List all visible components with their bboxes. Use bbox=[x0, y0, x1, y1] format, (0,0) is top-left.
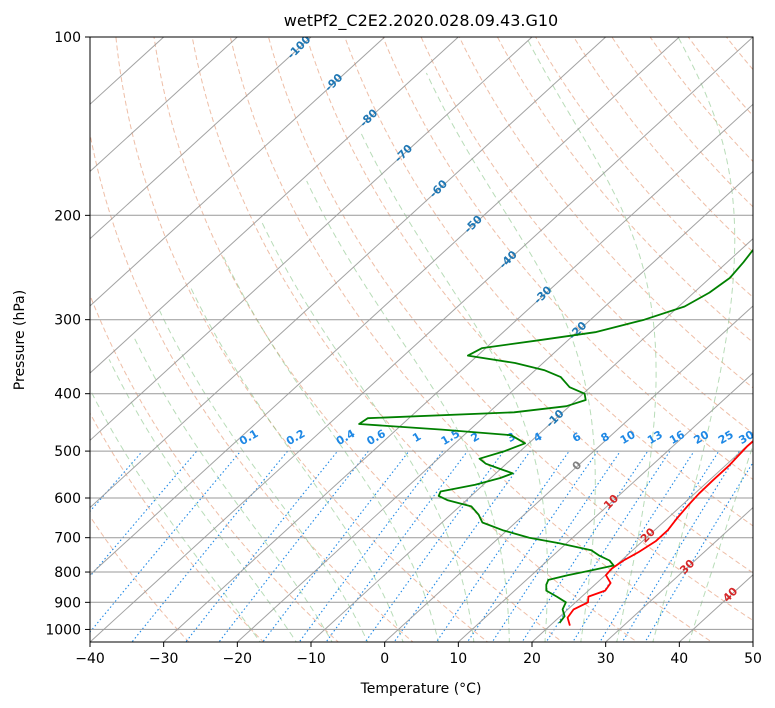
dry-adiabat-line bbox=[90, 293, 339, 642]
y-tick-label: 200 bbox=[54, 208, 81, 224]
moist-adiabat-line bbox=[306, 180, 510, 642]
moist-adiabat-line bbox=[108, 359, 297, 642]
plot-frame bbox=[89, 36, 754, 643]
dry-adiabat-line bbox=[382, 37, 753, 481]
x-axis-label: Temperature (°C) bbox=[360, 681, 482, 697]
dry-adiabat-line bbox=[90, 412, 265, 642]
y-tick-label: 400 bbox=[54, 387, 81, 403]
x-tick-label: −40 bbox=[75, 651, 105, 667]
dry-adiabat-line bbox=[90, 515, 190, 642]
isotherm-line bbox=[383, 305, 753, 642]
dry-adiabat-line bbox=[496, 37, 753, 344]
moist-adiabat-line bbox=[133, 336, 333, 642]
dry-adiabat-line bbox=[191, 37, 638, 642]
dry-adiabat-line bbox=[344, 37, 753, 527]
temperature-profile-line bbox=[566, 440, 753, 626]
x-tick-label: 40 bbox=[670, 651, 688, 667]
moist-adiabat-line bbox=[525, 37, 657, 642]
isotherm-line bbox=[90, 37, 753, 642]
data-series bbox=[358, 248, 753, 626]
dry-adiabat-line bbox=[229, 37, 713, 642]
y-tick-label: 700 bbox=[54, 531, 81, 547]
y-tick-label: 1000 bbox=[45, 622, 81, 638]
moist-adiabat-line bbox=[159, 310, 369, 642]
moist-adiabats bbox=[90, 37, 753, 642]
y-tick-label: 600 bbox=[54, 491, 81, 507]
isotherm-line bbox=[531, 439, 753, 642]
y-tick-label: 800 bbox=[54, 565, 81, 581]
y-tick-label: 500 bbox=[54, 444, 81, 460]
isotherm-line bbox=[90, 37, 386, 307]
y-tick-label: 100 bbox=[54, 30, 81, 46]
isotherm-line bbox=[310, 238, 753, 642]
isotherm-line bbox=[162, 103, 753, 642]
moist-adiabat-line bbox=[425, 72, 596, 642]
x-tick-label: −30 bbox=[149, 651, 179, 667]
isotherm-line bbox=[236, 170, 753, 642]
isotherm-line bbox=[90, 37, 607, 509]
isotherm-line bbox=[457, 372, 753, 642]
isotherm-line bbox=[90, 37, 312, 240]
dry-adiabats bbox=[90, 37, 753, 642]
isotherm-line bbox=[90, 37, 460, 374]
dry-adiabat-line bbox=[153, 37, 564, 642]
x-axis: −40 −30 −20 −10 0 10 20 30 40 50 bbox=[75, 642, 762, 667]
isotherm-line bbox=[90, 37, 239, 173]
y-tick-label: 900 bbox=[54, 595, 81, 611]
plot-area: -100-90-80-70-60-50-40-30-20-10010203040… bbox=[90, 37, 756, 642]
mixing-ratio-label: 30 bbox=[736, 428, 756, 447]
y-axis: 1000 900 800 700 600 500 400 300 200 100 bbox=[45, 30, 90, 638]
dry-adiabat-line bbox=[115, 37, 489, 642]
x-tick-label: 50 bbox=[744, 651, 762, 667]
dewpoint-profile-line bbox=[358, 248, 753, 624]
x-tick-label: 20 bbox=[523, 651, 541, 667]
moist-adiabat-line bbox=[190, 287, 404, 642]
isotherm-line bbox=[604, 506, 753, 642]
x-tick-label: 30 bbox=[597, 651, 615, 667]
isotherms bbox=[90, 37, 753, 642]
isotherm-line bbox=[90, 37, 533, 442]
moist-adiabat-line bbox=[360, 132, 548, 642]
dry-adiabat-line bbox=[458, 37, 753, 389]
moist-adiabat-line bbox=[223, 256, 440, 642]
moist-adiabat-line bbox=[261, 221, 475, 642]
dry-adiabat-line bbox=[90, 131, 414, 642]
x-tick-label: −20 bbox=[223, 651, 253, 667]
x-tick-label: 0 bbox=[380, 651, 389, 667]
x-tick-label: 10 bbox=[449, 651, 467, 667]
dry-adiabat-line bbox=[306, 37, 753, 574]
isotherm-line bbox=[90, 37, 681, 576]
y-axis-label: Pressure (hPa) bbox=[12, 290, 28, 390]
y-tick-label: 300 bbox=[54, 313, 81, 329]
x-tick-label: −10 bbox=[296, 651, 326, 667]
chart-title: wetPf2_C2E2.2020.028.09.43.G10 bbox=[284, 11, 558, 31]
